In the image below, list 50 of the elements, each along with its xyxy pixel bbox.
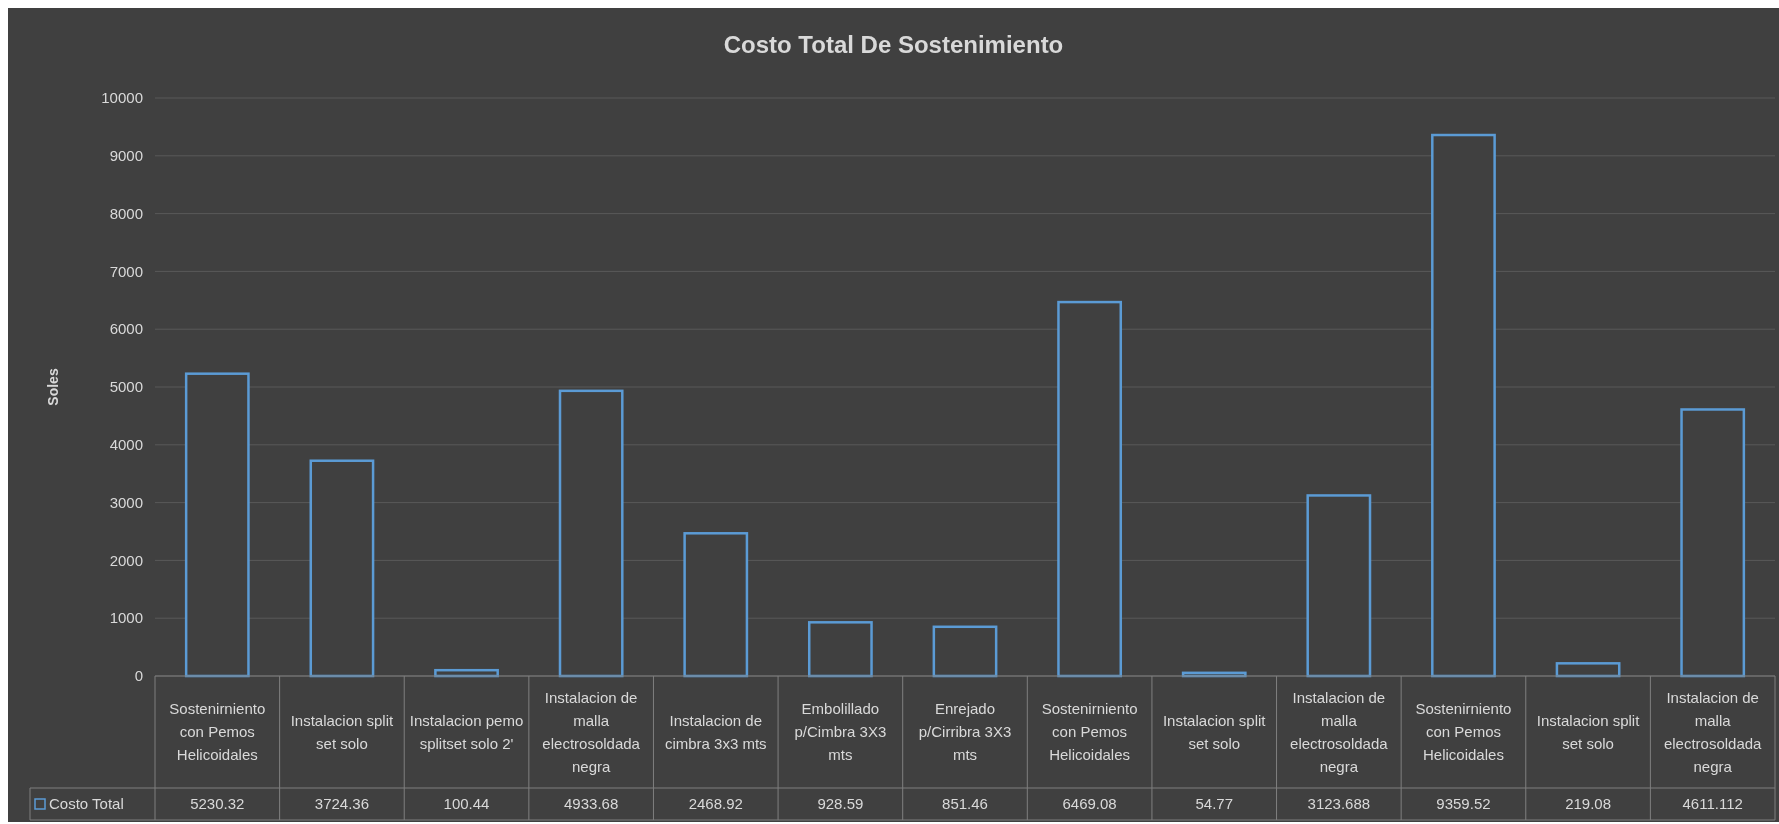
- data-label: 3123.688: [1307, 795, 1371, 813]
- y-tick-label: 7000: [109, 262, 143, 280]
- x-tick-label: Instalacion pemo splitset solo 2': [409, 711, 524, 752]
- y-tick-label: 3000: [109, 493, 143, 511]
- y-tick-label: 6000: [109, 320, 143, 338]
- x-tick-label: Instalacion de cimbra 3x3 mts: [664, 711, 767, 752]
- x-tick-label: Instalacion split set solo: [1536, 711, 1641, 752]
- bar: [1431, 133, 1496, 678]
- x-tick-label: Embolillado p/Cimbra 3X3 mts: [794, 700, 887, 764]
- chart-title: Costo Total De Sostenimiento: [723, 31, 1064, 58]
- bar: [932, 625, 998, 678]
- x-tick-label: Sostenirniento con Pemos Helicoidales: [169, 700, 266, 764]
- x-tick-label: Instalacion split set solo: [290, 711, 395, 752]
- bar: [184, 372, 250, 678]
- bar: [309, 459, 375, 678]
- data-label: 4611.112: [1682, 795, 1743, 813]
- y-tick-label: 2000: [109, 551, 143, 569]
- data-label: 928.59: [817, 795, 864, 813]
- x-tick-label: Instalacion de malla electrosoldada negra: [542, 688, 641, 775]
- data-label: 6469.08: [1062, 795, 1117, 813]
- data-label: 100.44: [443, 795, 490, 813]
- bar: [558, 389, 624, 678]
- data-label: 9359.52: [1436, 795, 1491, 813]
- y-tick-label: 8000: [109, 204, 143, 222]
- data-label: 2468.92: [688, 795, 743, 813]
- bar: [683, 532, 749, 678]
- x-tick-label: Sostenirniento con Pemos Helicoidales: [1415, 700, 1512, 764]
- bar: [807, 621, 873, 678]
- bar: [1680, 408, 1746, 678]
- bar: [1306, 494, 1372, 678]
- x-tick-label: Enrejado p/Cirribra 3X3 mts: [918, 700, 1012, 764]
- data-label: 5230.32: [190, 795, 245, 813]
- data-label: 219.08: [1565, 795, 1612, 813]
- y-tick-label: 1000: [109, 609, 143, 627]
- x-tick-label: Instalacion split set solo: [1162, 711, 1267, 752]
- x-tick-label: Instalacion de malla electrosoldada negra: [1663, 688, 1763, 775]
- x-tick-label: Instalacion de malla electrosoldada negra: [1290, 688, 1389, 775]
- data-label: 851.46: [942, 795, 988, 813]
- data-label: 4933.68: [564, 795, 619, 813]
- y-tick-label: 10000: [101, 89, 143, 107]
- y-tick-label: 9000: [109, 147, 143, 165]
- y-tick-label: 0: [134, 667, 143, 685]
- x-tick-label: Sostenirniento con Pemos Helicoidales: [1041, 700, 1138, 764]
- y-axis-title: Soles: [45, 368, 61, 406]
- bar: [1057, 300, 1123, 678]
- data-label: 54.77: [1195, 795, 1233, 813]
- legend-label: Costo Total: [49, 795, 124, 813]
- data-label: 3724.36: [314, 795, 370, 813]
- y-tick-label: 5000: [109, 378, 143, 396]
- y-tick-label: 4000: [109, 436, 143, 454]
